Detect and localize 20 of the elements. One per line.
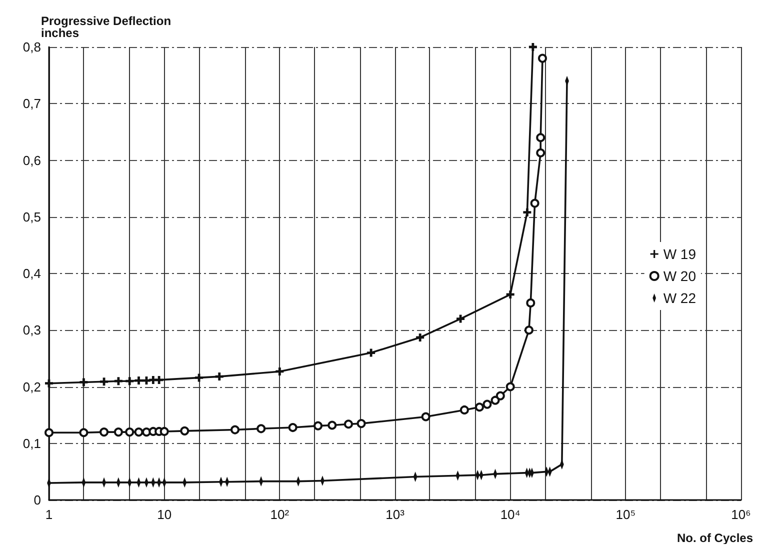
legend-label: W 20 (663, 268, 696, 284)
x-tick-label: 10² (270, 507, 290, 522)
y-tick-label: 0,2 (22, 379, 41, 394)
y-tick-label: 0,5 (22, 209, 41, 224)
x-tick-label: 1 (45, 507, 53, 522)
y-tick-label: 0,1 (22, 436, 41, 451)
y-tick-label: 0,8 (22, 40, 41, 54)
y-axis-title: Progressive Deflection inches (41, 14, 172, 40)
x-tick-label: 10⁴ (500, 507, 520, 522)
x-tick-label: 10⁶ (731, 507, 751, 522)
legend-label: W 22 (663, 290, 696, 306)
y-tick-label: 0,7 (22, 96, 41, 112)
y-tick-label: 0,6 (22, 152, 41, 168)
y-tick-label: 0,4 (22, 266, 41, 281)
x-tick-label: 10 (157, 507, 172, 522)
x-tick-label: 10⁵ (616, 507, 636, 522)
y-tick-label: 0,3 (22, 322, 41, 338)
y-tick-label: 0 (34, 492, 41, 508)
x-tick-label: 10³ (386, 507, 406, 522)
legend-label: W 19 (663, 246, 696, 262)
